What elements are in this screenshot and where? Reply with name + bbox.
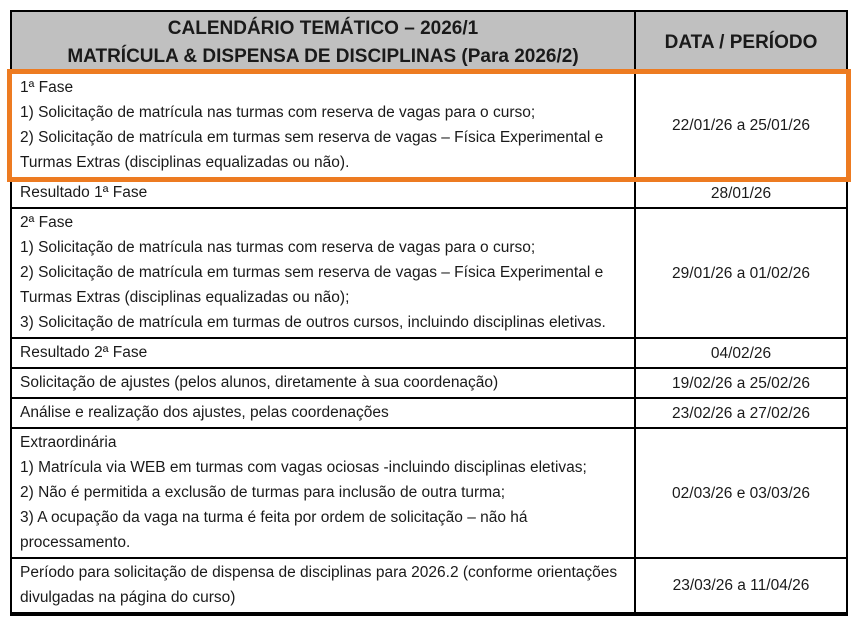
page: { "colors": { "header_bg": "#c0c0c0", "h…: [7, 10, 851, 616]
row-date: 04/02/26: [710, 344, 772, 362]
table-title: CALENDÁRIO TEMÁTICO – 2026/1 MATRÍCULA &…: [12, 12, 636, 74]
date-column-header: DATA / PERÍODO: [664, 32, 818, 53]
row-date: 02/03/26 e 03/03/26: [672, 484, 810, 502]
calendar-table: CALENDÁRIO TEMÁTICO – 2026/1 MATRÍCULA &…: [7, 10, 851, 616]
row-date: 28/01/26: [710, 184, 772, 202]
table-row: 2ª Fase 1) Solicitação de matrícula nas …: [12, 207, 846, 337]
row-description: Extraordinária 1) Matrícula via WEB em t…: [12, 429, 636, 557]
table-title-line2: MATRÍCULA & DISPENSA DE DISCIPLINAS (Par…: [67, 46, 579, 67]
row-description: Análise e realização dos ajustes, pelas …: [12, 399, 636, 427]
row-description: Resultado 1ª Fase: [12, 179, 636, 207]
row-description: Resultado 2ª Fase: [12, 339, 636, 367]
row-description: Solicitação de ajustes (pelos alunos, di…: [12, 369, 636, 397]
table-header-row: CALENDÁRIO TEMÁTICO – 2026/1 MATRÍCULA &…: [12, 12, 846, 74]
row-date: 19/02/26 a 25/02/26: [672, 374, 810, 392]
table-row: Resultado 2ª Fase 04/02/26: [12, 337, 846, 367]
row-date: 23/02/26 a 27/02/26: [672, 404, 810, 422]
row-date: 29/01/26 a 01/02/26: [672, 264, 810, 282]
table-row: Resultado 1ª Fase 28/01/26: [12, 177, 846, 207]
table-body: 1ª Fase 1) Solicitação de matrícula nas …: [7, 69, 851, 612]
table-row: Período para solicitação de dispensa de …: [12, 557, 846, 612]
table-row: 1ª Fase 1) Solicitação de matrícula nas …: [7, 69, 851, 182]
table-row: Extraordinária 1) Matrícula via WEB em t…: [12, 427, 846, 557]
row-date: 23/03/26 a 11/04/26: [672, 577, 810, 594]
row-description: 1ª Fase 1) Solicitação de matrícula nas …: [12, 74, 636, 177]
row-description: Período para solicitação de dispensa de …: [12, 559, 636, 612]
table-row: Análise e realização dos ajustes, pelas …: [12, 397, 846, 427]
table-title-line1: CALENDÁRIO TEMÁTICO – 2026/1: [167, 18, 479, 39]
row-date: 22/01/26 a 25/01/26: [672, 117, 810, 134]
row-description: 2ª Fase 1) Solicitação de matrícula nas …: [12, 209, 636, 337]
table-row: Solicitação de ajustes (pelos alunos, di…: [12, 367, 846, 397]
